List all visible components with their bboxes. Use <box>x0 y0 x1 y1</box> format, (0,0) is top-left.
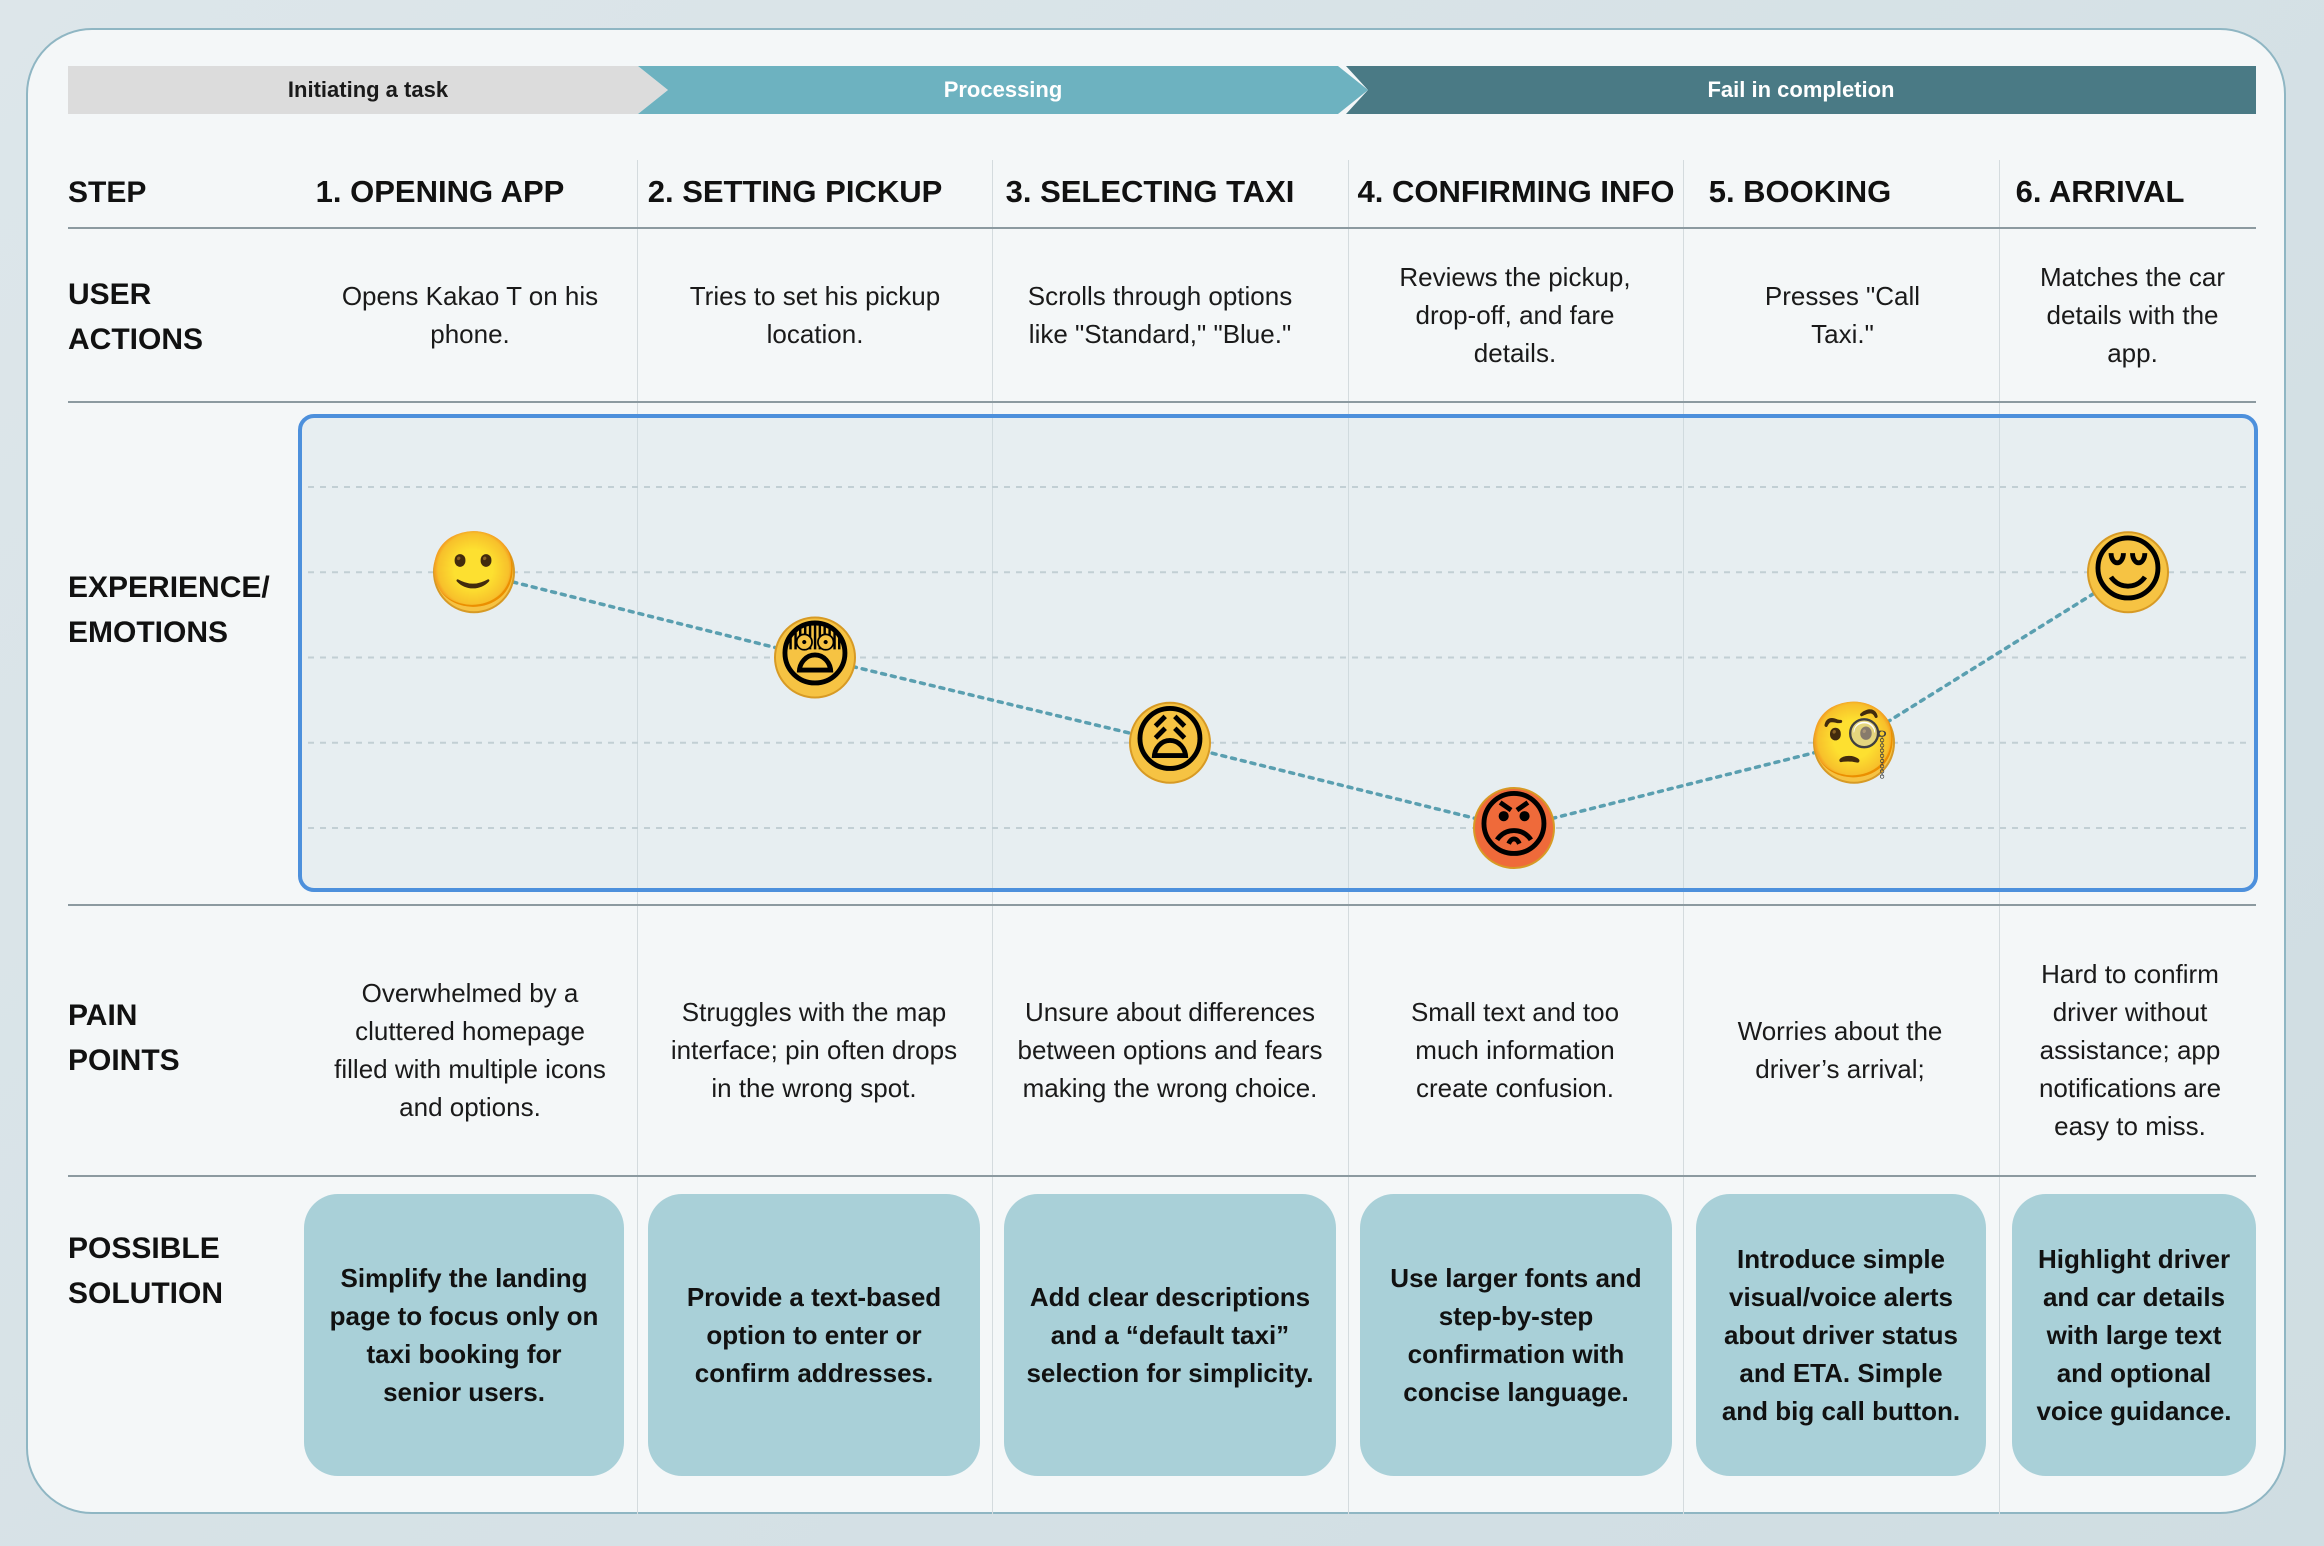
emotion-point <box>1129 701 1211 784</box>
row-divider <box>68 1175 2256 1177</box>
user-action-cell: Reviews the pickup, drop-off, and fare d… <box>1399 262 1631 368</box>
step-header: 4. CONFIRMING INFO <box>1357 174 1675 209</box>
emotion-emoji-icon: 😨 <box>776 612 853 698</box>
row-label-user-actions: USER ACTIONS <box>68 278 203 356</box>
emotion-emoji-icon: 🧐 <box>1808 697 1900 783</box>
pain-point-cell: Unsure about differences between options… <box>1017 997 1323 1103</box>
column-divider <box>992 160 993 1514</box>
emotion-point <box>2087 531 2169 614</box>
phase-initiating: Initiating a task <box>68 66 668 114</box>
solution-card: Add clear descriptions and a “default ta… <box>1004 1194 1336 1476</box>
column-divider <box>637 160 638 1514</box>
emotion-emoji-icon: 😩 <box>1131 697 1208 783</box>
pain-point-cell: Hard to confirm driver without assistanc… <box>2038 959 2222 1141</box>
user-action-cell: Tries to set his pickup location. <box>689 281 941 349</box>
pain-point-cell: Struggles with the map interface; pin of… <box>670 997 958 1103</box>
column-divider <box>1683 160 1684 1514</box>
user-action-cell: Presses "Call Taxi." <box>1764 281 1921 349</box>
row-label-experience: EXPERIENCE/EMOTIONS <box>68 571 270 649</box>
pain-point-cell: Small text and too much information crea… <box>1410 997 1620 1103</box>
emotion-point <box>1473 787 1555 869</box>
emotion-series-line <box>472 570 2130 830</box>
phase-label: Processing <box>943 77 1063 102</box>
row-divider <box>68 401 2256 403</box>
row-label-pain-points: PAIN POINTS <box>68 999 180 1077</box>
emotion-emoji-icon: 😡 <box>1475 783 1552 869</box>
emotion-point <box>433 531 515 614</box>
solution-card: Introduce simple visual/voice alerts abo… <box>1696 1194 1986 1476</box>
emotion-emoji-icon: 🙂 <box>428 527 520 613</box>
row-divider <box>68 904 2256 906</box>
row-label-step: STEP <box>68 176 147 209</box>
pain-point-cell: Worries about the driver’s arrival; <box>1737 1016 1943 1084</box>
row-divider <box>68 227 2256 229</box>
emotion-point <box>1813 701 1895 784</box>
emotion-point <box>774 616 856 699</box>
solution-card: Use larger fonts and step-by-step confir… <box>1360 1194 1672 1476</box>
solution-card: Provide a text-based option to enter or … <box>648 1194 980 1476</box>
pain-point-cell: Overwhelmed by a cluttered homepage fill… <box>334 978 606 1122</box>
phase-fail: Fail in completion <box>1346 66 2256 114</box>
phase-processing: Processing <box>638 66 1368 114</box>
emotion-chart <box>298 414 2258 892</box>
step-header: 5. BOOKING <box>1708 174 1892 209</box>
step-header: 2. SETTING PICKUP <box>647 174 943 209</box>
row-label-solution: POSSIBLE SOLUTION <box>68 1232 223 1310</box>
user-action-cell: Matches the car details with the app. <box>2040 262 2225 368</box>
solution-card: Highlight driver and car details with la… <box>2012 1194 2256 1476</box>
step-header: 1. OPENING APP <box>315 174 565 209</box>
phase-label: Initiating a task <box>287 77 449 102</box>
solution-card: Simplify the landing page to focus only … <box>304 1194 624 1476</box>
column-divider <box>1348 160 1349 1514</box>
step-header: 6. ARRIVAL <box>2015 174 2185 209</box>
step-header: 3. SELECTING TAXI <box>1005 174 1295 209</box>
phase-label: Fail in completion <box>1707 77 1895 102</box>
user-action-cell: Opens Kakao T on his phone. <box>341 281 599 349</box>
user-action-cell: Scrolls through options like "Standard,"… <box>1027 281 1293 349</box>
emotion-emoji-icon: 😌 <box>2089 527 2166 613</box>
column-divider <box>1999 160 2000 1514</box>
